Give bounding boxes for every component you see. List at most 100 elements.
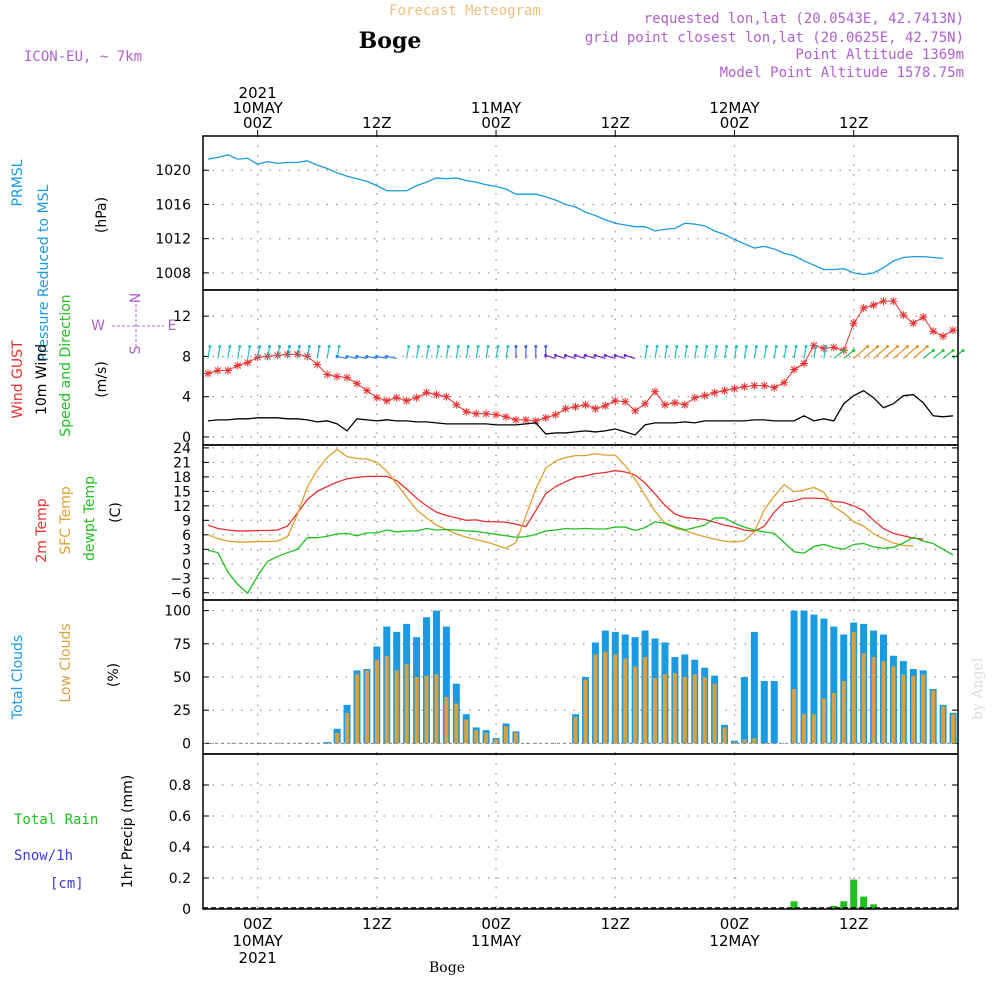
gust-marker bbox=[392, 393, 401, 402]
wind-arrow-head bbox=[784, 344, 788, 348]
wind-arrow-head bbox=[764, 344, 768, 348]
top-time-label: 00Z bbox=[243, 114, 272, 132]
ytick-label: 9 bbox=[182, 513, 191, 529]
ytick-label: 15 bbox=[173, 484, 191, 500]
gust-marker bbox=[213, 366, 222, 375]
ytick-label: 0.2 bbox=[169, 871, 191, 887]
ytick-label: 0 bbox=[182, 557, 191, 573]
rain-bar bbox=[790, 901, 798, 909]
wind-arrow-head bbox=[456, 344, 460, 348]
wind-arrow bbox=[833, 349, 845, 359]
wind-arrow-head bbox=[317, 344, 321, 348]
wind-arrow-head bbox=[355, 354, 359, 358]
ytick-label: 0.8 bbox=[169, 778, 191, 794]
wind-arrow bbox=[644, 346, 648, 359]
bottom-time-label: 00Z bbox=[720, 915, 749, 933]
ytick-label: 1020 bbox=[155, 163, 191, 179]
low-cloud-bar bbox=[881, 661, 886, 744]
wind-arrow-head bbox=[824, 344, 828, 348]
pressure-unit: (hPa) bbox=[94, 197, 110, 233]
low-cloud-bar bbox=[732, 742, 737, 744]
ytick-label: 6 bbox=[182, 528, 191, 544]
wind-arrow-head bbox=[534, 344, 538, 348]
wind-arrow bbox=[893, 345, 908, 359]
wind-arrow-head bbox=[705, 344, 709, 348]
requested-coords: requested lon,lat (20.0543E, 42.7413N) bbox=[644, 11, 964, 27]
gust-marker bbox=[690, 393, 699, 402]
gust-marker bbox=[343, 373, 352, 382]
low-cloud-bar bbox=[374, 659, 379, 744]
gust-marker bbox=[352, 379, 361, 388]
ytick-label: 100 bbox=[164, 604, 191, 620]
low-cloud-bar bbox=[841, 680, 846, 744]
wind-arrow-head bbox=[655, 344, 659, 348]
wind-arrow bbox=[565, 354, 576, 360]
low-cloud-bar bbox=[792, 688, 797, 744]
ytick-label: 8 bbox=[182, 349, 191, 365]
wind-arrow-head bbox=[613, 353, 617, 357]
low-cloud-bar bbox=[712, 683, 717, 744]
wind-arrow-head bbox=[287, 344, 291, 348]
gust-marker bbox=[720, 386, 729, 395]
compass-w: W bbox=[91, 318, 105, 334]
bottom-time-label: 10MAY bbox=[232, 932, 283, 950]
low-cloud-bar bbox=[345, 712, 350, 744]
wind-arrow-head bbox=[337, 344, 341, 348]
panel-clouds: 0 25 50 75 100 Total Clouds Low Clouds (%) bbox=[10, 599, 959, 755]
low-cloud-bar bbox=[802, 714, 807, 744]
wind-arrow-head bbox=[436, 344, 440, 348]
low-cloud-bar bbox=[623, 658, 628, 744]
wind-arrow bbox=[346, 355, 358, 360]
wind-arrow-head bbox=[725, 344, 729, 348]
gust-marker bbox=[740, 382, 749, 391]
wind-arrow-head bbox=[228, 344, 232, 348]
low-cloud-bar bbox=[911, 675, 916, 744]
ytick-label: 12 bbox=[173, 309, 191, 325]
total-cloud-bar bbox=[800, 610, 808, 744]
wind-arrow bbox=[902, 345, 918, 359]
wind-arrow bbox=[505, 346, 509, 359]
compass-lines bbox=[112, 304, 164, 346]
gust-marker bbox=[482, 409, 491, 418]
chart-subtitle: Forecast Meteogram bbox=[389, 3, 541, 19]
wind-arrow bbox=[425, 346, 430, 359]
ytick-label: −3 bbox=[170, 571, 191, 587]
wind-arrow bbox=[624, 354, 636, 360]
wind-arrow-head bbox=[665, 344, 669, 348]
total-cloud-bar bbox=[740, 677, 748, 744]
wind-arrow-head bbox=[506, 344, 510, 348]
ytick-label: 0.4 bbox=[169, 840, 191, 856]
low-cloud-bar bbox=[901, 674, 906, 744]
gust-marker bbox=[362, 386, 371, 395]
wind-arrow bbox=[266, 346, 271, 359]
gust-marker bbox=[233, 361, 242, 370]
top-time-label: 12Z bbox=[362, 114, 391, 132]
wind-arrow bbox=[336, 355, 348, 360]
wind-arrow-head bbox=[385, 354, 389, 358]
gust-marker bbox=[571, 402, 580, 411]
low-cloud-bar bbox=[951, 714, 956, 744]
gust-marker bbox=[601, 401, 610, 410]
total-cloud-bar bbox=[830, 626, 838, 744]
wind-arrow bbox=[356, 355, 368, 360]
wind-arrow-head bbox=[715, 344, 719, 348]
wind-arrow-head bbox=[307, 344, 311, 348]
total-cloud-label: Total Clouds bbox=[10, 635, 26, 720]
ytick-label: 1016 bbox=[155, 197, 191, 213]
wind-arrow bbox=[217, 346, 221, 359]
total-cloud-bar bbox=[790, 610, 798, 744]
wind-arrow bbox=[922, 349, 934, 359]
low-cloud-bar bbox=[364, 670, 369, 744]
gust-marker bbox=[651, 387, 660, 396]
gust-marker bbox=[760, 381, 769, 390]
bottom-time-label: 12Z bbox=[601, 915, 630, 933]
gust-marker bbox=[770, 383, 779, 392]
wind-arrow bbox=[753, 346, 757, 359]
wind-arrow bbox=[605, 354, 616, 360]
gust-marker bbox=[492, 410, 501, 419]
panel-wind: 0 4 8 12 Wind GUST 10m Wind Speed and Directio… bbox=[10, 290, 965, 446]
low-cloud-bar bbox=[454, 703, 459, 744]
gust-marker bbox=[819, 344, 828, 353]
ytick-label: 21 bbox=[173, 455, 191, 471]
wind-arrow-head bbox=[446, 344, 450, 348]
